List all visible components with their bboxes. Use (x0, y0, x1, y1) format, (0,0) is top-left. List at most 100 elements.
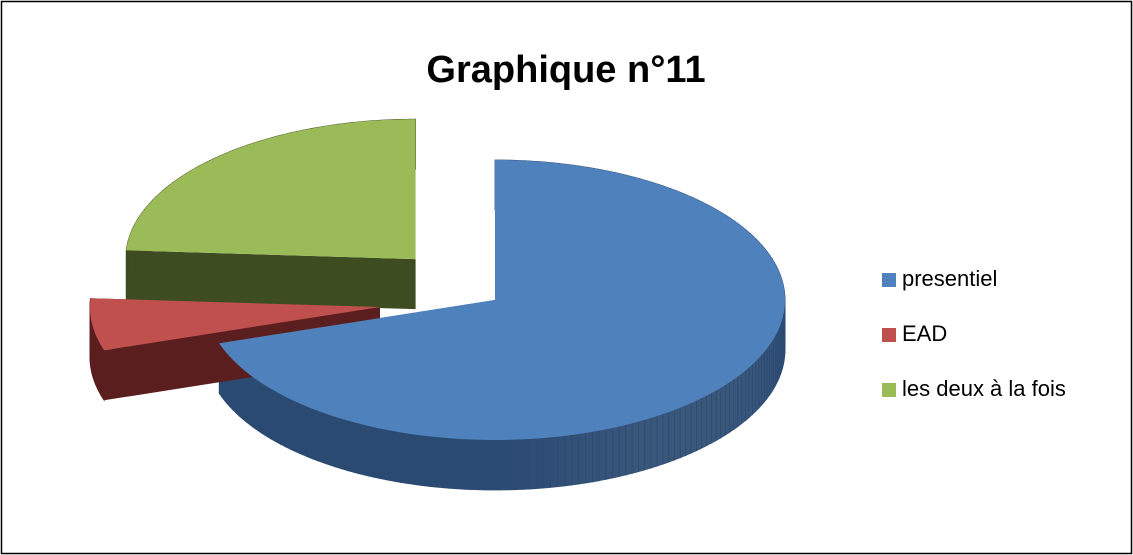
slice-side (701, 395, 707, 449)
slice-side (442, 437, 451, 489)
slice-side (550, 436, 559, 488)
pie-slice (219, 160, 785, 440)
slice-side (470, 439, 479, 491)
slice-side (656, 413, 664, 467)
slice-side (752, 360, 757, 416)
slice-side (456, 438, 465, 490)
slice-side (449, 437, 458, 490)
slice-side (685, 402, 692, 457)
slice-side (275, 391, 282, 445)
slice-side (507, 439, 516, 491)
slice-side (695, 397, 702, 452)
slice-side (521, 438, 530, 490)
slice-side (650, 415, 658, 469)
slice-side (543, 436, 551, 489)
slice-side (737, 372, 743, 428)
slice-side (706, 392, 712, 447)
slice-side (360, 423, 368, 477)
legend-label: EAD (902, 321, 947, 346)
slice-side (270, 388, 277, 443)
slice-side (420, 434, 429, 487)
slice-side (253, 377, 259, 432)
slice-side (341, 418, 349, 472)
slice-side (711, 389, 717, 444)
slice-side (366, 425, 374, 478)
slice-side (720, 384, 726, 439)
slice-side (535, 437, 544, 490)
slice-side (745, 366, 750, 422)
slice-side (485, 439, 494, 491)
slice-side (638, 419, 646, 473)
slice-side (257, 379, 263, 435)
slice-side (306, 405, 313, 460)
slice-side (261, 382, 268, 438)
legend-swatch (882, 328, 896, 342)
slice-side (329, 414, 337, 468)
slice-side (245, 371, 251, 426)
chart-title: Graphique n°11 (426, 49, 705, 91)
pie-slice (126, 119, 416, 260)
slice-side (249, 374, 255, 429)
slice-side (674, 407, 681, 461)
slice-side (386, 429, 395, 482)
slice-side (625, 422, 633, 476)
slice-side (715, 387, 722, 442)
slice-side (413, 434, 422, 486)
slice-side (323, 412, 331, 466)
slice-side (492, 439, 501, 491)
slice-side (393, 430, 401, 483)
slice-side (741, 369, 746, 425)
slice-side (295, 401, 302, 455)
slice-side (748, 363, 753, 419)
slice-side (406, 432, 415, 485)
slice-side (758, 353, 763, 410)
slice-side (618, 424, 627, 478)
legend: presentiel EAD les deux à la fois (882, 266, 1066, 401)
slice-side (761, 350, 765, 407)
slice-side (373, 426, 381, 480)
slice-side (557, 435, 566, 488)
legend-label: presentiel (902, 266, 997, 291)
slice-side (690, 400, 697, 454)
legend-label: les deux à la fois (902, 376, 1066, 401)
slice-side (571, 433, 580, 486)
slice-side (729, 378, 735, 434)
slice-side (564, 434, 573, 487)
slice-side (266, 385, 272, 440)
slice-side (668, 409, 675, 463)
slice-side (733, 375, 739, 431)
slice-side (592, 430, 600, 483)
slice-side (644, 417, 652, 471)
slice-side (662, 411, 670, 465)
slice-side (285, 396, 292, 450)
slice-wall (126, 250, 416, 310)
slice-side (300, 403, 308, 458)
slice-side (631, 421, 639, 474)
slice-side (280, 393, 286, 448)
slice-side (499, 439, 508, 491)
legend-swatch (882, 273, 896, 287)
slice-side (598, 428, 607, 482)
slice-side (335, 416, 343, 470)
pie-tops (89, 119, 785, 440)
slice-side (353, 421, 361, 475)
slice-side (434, 436, 443, 489)
slice-side (427, 435, 436, 488)
slice-side (578, 432, 586, 485)
slice-side (755, 357, 760, 413)
slice-side (400, 431, 408, 484)
legend-swatch (882, 383, 896, 397)
slice-side (478, 439, 487, 491)
slice-side (317, 410, 325, 464)
slice-side (379, 428, 388, 481)
slice-side (585, 431, 593, 484)
slice-side (463, 438, 472, 490)
slice-side (528, 438, 537, 490)
slice-side (679, 404, 687, 459)
pie-slice (89, 298, 380, 351)
slice-side (724, 381, 731, 436)
slice-side (605, 427, 614, 480)
slice-side (612, 426, 620, 479)
slice-side (290, 398, 297, 453)
